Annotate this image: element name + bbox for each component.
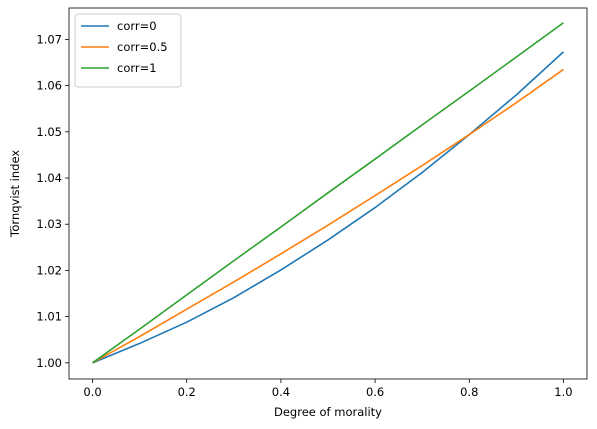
legend-label-0: corr=0 <box>117 19 157 33</box>
y-tick-label: 1.06 <box>36 79 62 93</box>
x-tick-label: 0.2 <box>178 385 196 399</box>
x-tick-label: 0.4 <box>272 385 290 399</box>
y-tick-label: 1.02 <box>36 263 62 277</box>
legend: corr=0 corr=0.5 corr=1 <box>74 13 182 88</box>
y-tick-label: 1.00 <box>36 356 62 370</box>
series-line-1 <box>92 68 564 364</box>
x-tick-label: 1.0 <box>554 385 572 399</box>
x-axis: 0.0 0.2 0.4 0.6 0.8 1.0 <box>83 379 573 399</box>
legend-label-2: corr=1 <box>117 61 157 75</box>
y-tick-label: 1.04 <box>36 171 62 185</box>
y-axis: 1.00 1.01 1.02 1.03 1.04 1.05 1.06 1.07 <box>36 32 69 370</box>
y-axis-label: Törnqvist index <box>8 150 22 238</box>
y-tick-label: 1.07 <box>36 32 62 46</box>
legend-label-1: corr=0.5 <box>117 40 168 54</box>
x-tick-label: 0.8 <box>460 385 478 399</box>
y-tick-label: 1.03 <box>36 217 62 231</box>
x-tick-label: 0.6 <box>366 385 384 399</box>
x-axis-label: Degree of morality <box>274 405 382 419</box>
series-line-0 <box>92 51 564 364</box>
axes-frame <box>68 7 588 380</box>
y-tick-label: 1.01 <box>36 310 62 324</box>
series-line-2 <box>92 22 564 364</box>
series-layer <box>92 22 564 364</box>
x-tick-label: 0.0 <box>83 385 101 399</box>
y-tick-label: 1.05 <box>36 125 62 139</box>
